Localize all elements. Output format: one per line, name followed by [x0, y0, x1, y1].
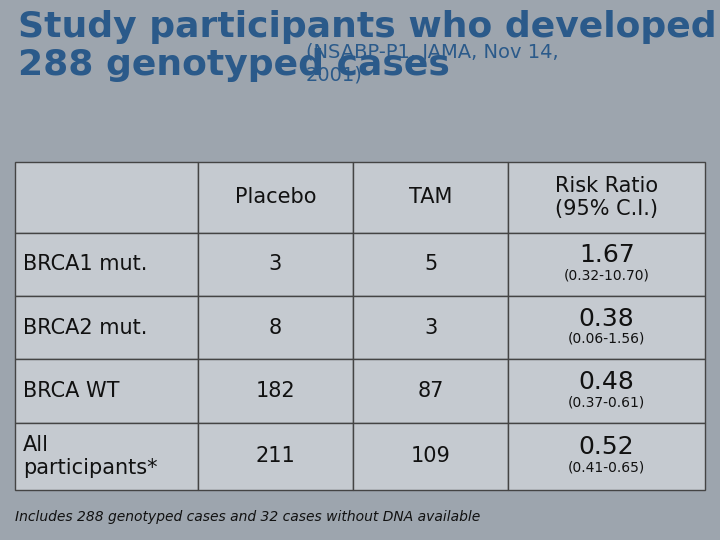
Bar	[508, 296, 705, 360]
Bar	[508, 423, 705, 490]
Text: 5: 5	[424, 254, 437, 274]
Bar	[508, 360, 705, 423]
Text: Placebo: Placebo	[235, 187, 316, 207]
Text: 0.52: 0.52	[579, 435, 634, 459]
Bar	[353, 423, 508, 490]
Bar	[508, 162, 705, 233]
Bar	[15, 360, 198, 423]
Bar	[198, 423, 353, 490]
Bar	[353, 162, 508, 233]
Bar	[15, 423, 198, 490]
Text: 3: 3	[269, 254, 282, 274]
Text: BRCA2 mut.: BRCA2 mut.	[23, 318, 148, 338]
Text: 8: 8	[269, 318, 282, 338]
Bar	[508, 233, 705, 296]
Text: Risk Ratio
(95% C.I.): Risk Ratio (95% C.I.)	[555, 176, 658, 219]
Text: (NSABP-P1, JAMA, Nov 14,
2001): (NSABP-P1, JAMA, Nov 14, 2001)	[306, 43, 559, 84]
Text: BRCA WT: BRCA WT	[23, 381, 120, 401]
Text: 0.38: 0.38	[579, 307, 634, 331]
Text: (0.37-0.61): (0.37-0.61)	[568, 395, 645, 409]
Text: 87: 87	[418, 381, 444, 401]
Bar	[198, 360, 353, 423]
Text: 182: 182	[256, 381, 295, 401]
Text: (0.06-1.56): (0.06-1.56)	[568, 332, 645, 346]
Text: Study participants who developed BC in
288 genotyped cases: Study participants who developed BC in 2…	[18, 10, 720, 82]
Text: TAM: TAM	[409, 187, 452, 207]
Text: (0.41-0.65): (0.41-0.65)	[568, 461, 645, 475]
Text: Includes 288 genotyped cases and 32 cases without DNA available: Includes 288 genotyped cases and 32 case…	[15, 510, 480, 524]
Text: 3: 3	[424, 318, 437, 338]
Bar	[198, 233, 353, 296]
Text: All
participants*: All participants*	[23, 435, 158, 478]
Text: 109: 109	[411, 447, 451, 467]
Bar	[198, 162, 353, 233]
Text: 1.67: 1.67	[579, 244, 634, 267]
Bar	[353, 233, 508, 296]
Bar	[353, 296, 508, 360]
Text: (0.32-10.70): (0.32-10.70)	[564, 268, 649, 282]
Bar	[198, 296, 353, 360]
Text: 211: 211	[256, 447, 295, 467]
Text: 0.48: 0.48	[579, 370, 634, 394]
Bar	[15, 233, 198, 296]
Bar	[15, 296, 198, 360]
Bar	[353, 360, 508, 423]
Bar	[15, 162, 198, 233]
Text: BRCA1 mut.: BRCA1 mut.	[23, 254, 148, 274]
